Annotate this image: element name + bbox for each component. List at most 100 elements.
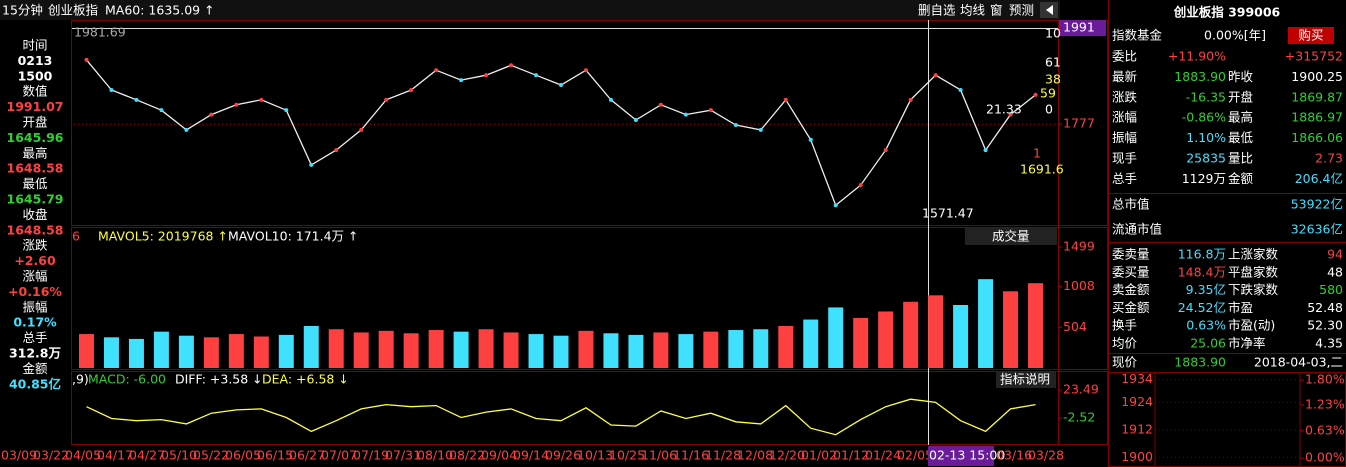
volume-selector[interactable]: 成交量 bbox=[992, 229, 1030, 244]
mini-y-label: 1912 bbox=[1121, 421, 1153, 436]
volume-bar bbox=[278, 334, 294, 368]
sidebar-label: 最高 bbox=[22, 145, 47, 160]
macd-button[interactable]: 指标说明 bbox=[1000, 372, 1050, 387]
depth-cell: 52.48 bbox=[1307, 300, 1343, 315]
volume-bar bbox=[403, 333, 419, 368]
quote-cell: 振幅 bbox=[1112, 130, 1137, 145]
close-point bbox=[334, 148, 339, 153]
quote-title-bar bbox=[1108, 0, 1346, 25]
cap-cell: 总市值 bbox=[1112, 197, 1150, 212]
buy-label[interactable]: 购买 bbox=[1298, 28, 1323, 43]
mini-y2-label: 1.23% bbox=[1305, 396, 1345, 411]
close-point bbox=[209, 112, 214, 117]
depth-cell: 52.30 bbox=[1307, 318, 1343, 333]
x-tick-label: 07/07 bbox=[321, 448, 357, 463]
sidebar-label: 振幅 bbox=[22, 299, 47, 314]
volume-bar bbox=[578, 330, 594, 368]
quote-cell: 昨收 bbox=[1228, 69, 1254, 84]
sidebar-label: 涨跌 bbox=[22, 238, 48, 253]
y-tick-label: 1008 bbox=[1063, 278, 1095, 293]
ma-value: MA60: 1635.09 ↑ bbox=[105, 3, 215, 18]
x-tick-label: 07/31 bbox=[385, 448, 421, 463]
now-label: 现价 bbox=[1112, 355, 1138, 370]
depth-cell: 9.35亿 bbox=[1186, 282, 1226, 297]
quote-cell: 1886.97 bbox=[1291, 110, 1343, 125]
volume-bar bbox=[553, 335, 569, 368]
x-tick-label: 03/09 bbox=[1, 448, 37, 463]
depth-cell: 委卖量 bbox=[1112, 247, 1150, 262]
quote-cell: 1129万 bbox=[1182, 171, 1226, 186]
volume-bar bbox=[728, 330, 744, 368]
depth-cell: 94 bbox=[1327, 247, 1343, 262]
diff-line bbox=[86, 398, 1036, 436]
close-point bbox=[783, 97, 788, 102]
sidebar-value: 312.8万 bbox=[9, 346, 61, 361]
fund-label: 指数基金 bbox=[1112, 28, 1163, 43]
close-point bbox=[1033, 92, 1038, 97]
close-point bbox=[983, 148, 988, 153]
x-tick-label: 07/19 bbox=[353, 448, 389, 463]
close-point bbox=[234, 102, 239, 107]
macd-header: DIFF: +3.58 ↓ bbox=[175, 372, 263, 387]
quote-cell: 2.73 bbox=[1315, 151, 1343, 166]
close-point bbox=[858, 183, 863, 188]
annotation: 59 bbox=[1040, 86, 1056, 101]
arrow-icon bbox=[1046, 5, 1053, 15]
cap-cell: 流通市值 bbox=[1112, 222, 1162, 237]
volume-bar bbox=[978, 279, 994, 368]
x-tick-label: 08/10 bbox=[417, 448, 453, 463]
toolbar-button[interactable]: 均线 bbox=[960, 3, 986, 18]
volume-bar bbox=[203, 337, 219, 368]
close-point bbox=[808, 137, 813, 142]
x-tick-label: 12/20 bbox=[769, 448, 805, 463]
tick-highlight bbox=[1059, 20, 1106, 37]
x-tick-label: 06/15 bbox=[257, 448, 293, 463]
selector-box[interactable] bbox=[965, 228, 1057, 245]
quote-cell: 1866.06 bbox=[1291, 130, 1343, 145]
mini-y-label: 1900 bbox=[1121, 449, 1153, 464]
close-point bbox=[559, 83, 563, 88]
depth-cell: 平盘家数 bbox=[1228, 264, 1279, 279]
volume-bar bbox=[353, 332, 369, 368]
close-point bbox=[159, 108, 164, 113]
volume-bar bbox=[78, 334, 94, 368]
close-point bbox=[359, 127, 364, 132]
close-point bbox=[758, 127, 763, 132]
macd-frame bbox=[71, 371, 1108, 445]
sidebar-value: 1648.58 bbox=[7, 222, 64, 237]
annotation: 1 bbox=[1033, 146, 1041, 161]
index-name: 创业板指 bbox=[48, 3, 98, 18]
macd-header: DEA: +6.58 ↓ bbox=[262, 372, 349, 387]
close-point bbox=[933, 73, 938, 78]
quote-cell: 最新 bbox=[1112, 69, 1137, 84]
depth-cell: 116.8万 bbox=[1178, 247, 1226, 262]
y-tick-label: 1777 bbox=[1063, 116, 1095, 131]
close-point bbox=[384, 97, 389, 102]
annotation: 21.33 bbox=[986, 102, 1022, 117]
volume-bar bbox=[628, 334, 644, 368]
toolbar-button[interactable]: 删自选 bbox=[918, 3, 956, 18]
x-tick-label: 04/05 bbox=[65, 448, 101, 463]
volume-bar bbox=[478, 329, 494, 368]
mini-y-label: 1924 bbox=[1121, 394, 1153, 409]
volume-bar bbox=[253, 336, 269, 368]
annotation: 38 bbox=[1045, 72, 1061, 87]
annotation: 0 bbox=[1045, 102, 1053, 117]
quote-cell: 1.10% bbox=[1186, 130, 1226, 145]
quote-cell: 开盘 bbox=[1228, 89, 1253, 104]
x-tick-label: 11/16 bbox=[673, 448, 709, 463]
macd-header: ,9) bbox=[72, 372, 89, 387]
mini-y-label: 1934 bbox=[1121, 371, 1153, 386]
toolbar-button[interactable]: 预测 bbox=[1009, 3, 1034, 18]
buy-button[interactable] bbox=[1288, 27, 1334, 44]
volume-bar bbox=[128, 338, 144, 368]
toolbar-button[interactable]: 窗 bbox=[990, 3, 1003, 18]
close-point bbox=[259, 97, 264, 102]
sidebar-value: 0213 bbox=[18, 53, 53, 68]
x-tick-label: 05/22 bbox=[193, 448, 229, 463]
x-tick-label: 09/14 bbox=[513, 448, 549, 463]
close-point bbox=[434, 68, 439, 73]
indicator-button[interactable] bbox=[996, 372, 1056, 388]
quote-cell: 金额 bbox=[1228, 171, 1254, 186]
x-tick-label: 11/06 bbox=[641, 448, 677, 463]
